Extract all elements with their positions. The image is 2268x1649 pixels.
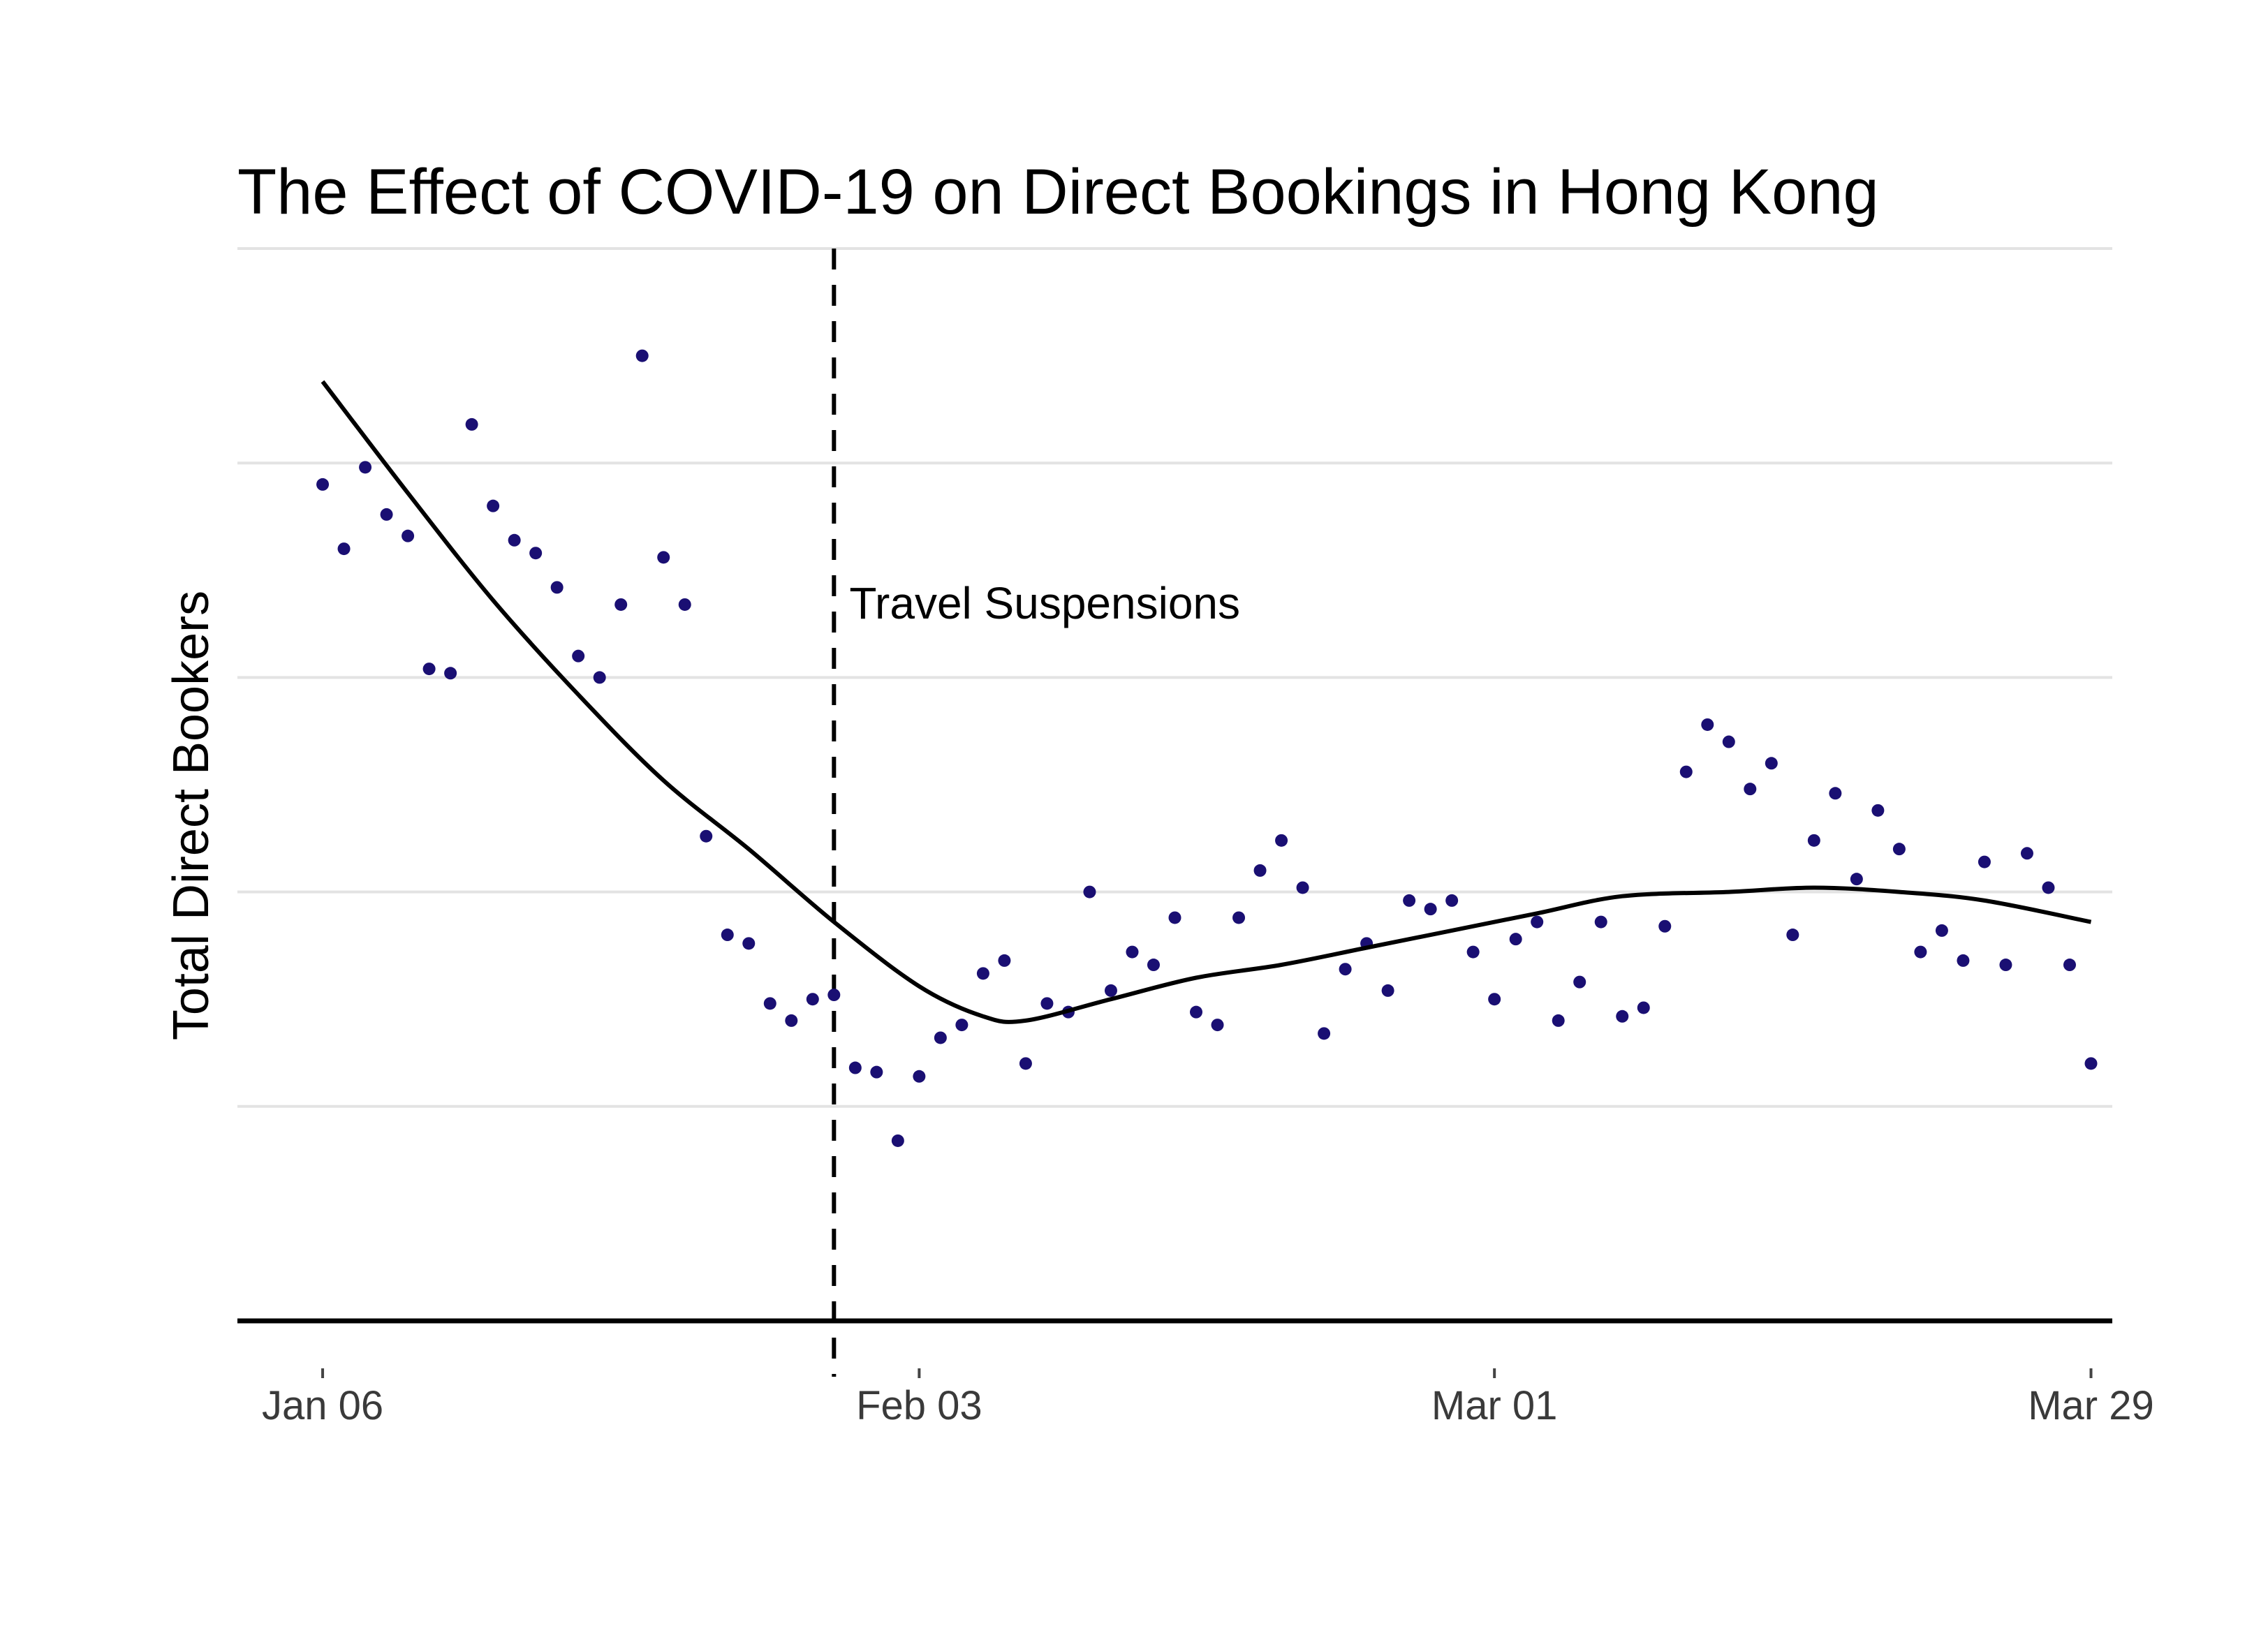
data-point — [529, 547, 543, 560]
data-point — [700, 829, 713, 843]
data-point — [848, 1061, 862, 1074]
data-point — [1829, 787, 1842, 800]
data-point — [934, 1031, 947, 1044]
data-point — [1253, 864, 1267, 877]
data-point — [1914, 945, 1927, 959]
data-point — [380, 508, 393, 521]
data-point — [2042, 881, 2055, 894]
data-point — [487, 499, 500, 512]
data-point — [1701, 718, 1714, 731]
data-point — [550, 581, 564, 594]
data-point — [1466, 945, 1480, 959]
data-point — [1679, 765, 1693, 778]
data-point — [1573, 975, 1586, 989]
data-point — [806, 993, 819, 1006]
data-point — [1786, 929, 1799, 942]
data-point — [1616, 1010, 1629, 1023]
data-point — [1211, 1019, 1224, 1032]
data-point — [1318, 1027, 1331, 1040]
data-point — [976, 967, 989, 980]
data-point — [1957, 954, 1970, 967]
data-point — [444, 667, 457, 680]
data-point — [1296, 881, 1309, 894]
data-point — [998, 954, 1011, 967]
data-point — [1765, 757, 1778, 770]
x-tick-label: Jan 06 — [262, 1383, 383, 1428]
data-point — [422, 663, 436, 676]
chart-title: The Effect of COVID-19 on Direct Booking… — [237, 156, 1879, 228]
data-point — [742, 937, 756, 950]
data-point — [678, 598, 691, 611]
data-point — [614, 598, 628, 611]
data-point — [1275, 834, 1288, 847]
trend-line — [321, 380, 2092, 1024]
data-point — [1381, 984, 1394, 997]
data-point — [1083, 885, 1096, 899]
data-point — [1744, 783, 1757, 796]
data-point — [316, 478, 330, 491]
data-point — [827, 989, 841, 1002]
data-point — [1339, 963, 1352, 976]
data-point — [635, 349, 649, 362]
data-point — [1104, 984, 1117, 997]
data-point — [1850, 873, 1863, 886]
data-point — [402, 529, 415, 542]
x-tick-label: Mar 29 — [2028, 1383, 2154, 1428]
data-point — [1658, 919, 1672, 933]
data-points — [316, 349, 2098, 1147]
data-point — [1594, 915, 1607, 929]
data-point — [593, 671, 606, 684]
travel-suspension-annotation: Travel Suspensions — [832, 249, 1240, 1377]
data-point — [1147, 959, 1160, 972]
data-point — [1403, 894, 1416, 907]
data-point — [891, 1134, 904, 1147]
x-axis-ticks: Jan 06 Feb 03 Mar 01 Mar 29 — [262, 1368, 2154, 1428]
data-point — [508, 533, 521, 547]
data-point — [1040, 997, 1054, 1010]
data-point — [1232, 911, 1246, 924]
data-point — [1531, 915, 1544, 929]
data-point — [359, 461, 372, 474]
data-point — [955, 1019, 969, 1032]
data-point — [465, 417, 478, 431]
data-point — [1424, 903, 1437, 916]
data-point — [1807, 834, 1820, 847]
data-point — [1168, 911, 1181, 924]
data-point — [1019, 1057, 1032, 1070]
data-point — [913, 1070, 926, 1083]
data-point — [1871, 804, 1885, 817]
data-point — [2020, 847, 2033, 860]
data-point — [337, 542, 351, 556]
data-point — [1892, 843, 1906, 856]
data-point — [1999, 959, 2012, 972]
y-axis-label: Total Direct Bookers — [163, 591, 219, 1040]
data-point — [1552, 1014, 1565, 1027]
data-point — [1488, 993, 1501, 1006]
gridlines — [237, 247, 2112, 1108]
data-point — [657, 551, 670, 564]
data-point — [721, 929, 734, 942]
data-point — [2063, 959, 2076, 972]
x-tick-label: Feb 03 — [856, 1383, 982, 1428]
data-point — [1190, 1005, 1203, 1019]
data-point — [572, 649, 585, 663]
data-point — [785, 1014, 798, 1027]
data-point — [1935, 924, 1948, 937]
data-point — [1445, 894, 1459, 907]
data-point — [1722, 735, 1735, 748]
data-point — [763, 997, 776, 1010]
data-point — [1126, 945, 1139, 959]
data-point — [1637, 1001, 1650, 1014]
data-point — [870, 1065, 883, 1079]
data-point — [2084, 1057, 2098, 1070]
annotation-label: Travel Suspensions — [849, 578, 1240, 628]
data-point — [1509, 933, 1522, 946]
x-tick-label: Mar 01 — [1431, 1383, 1558, 1428]
data-point — [1978, 855, 1991, 868]
